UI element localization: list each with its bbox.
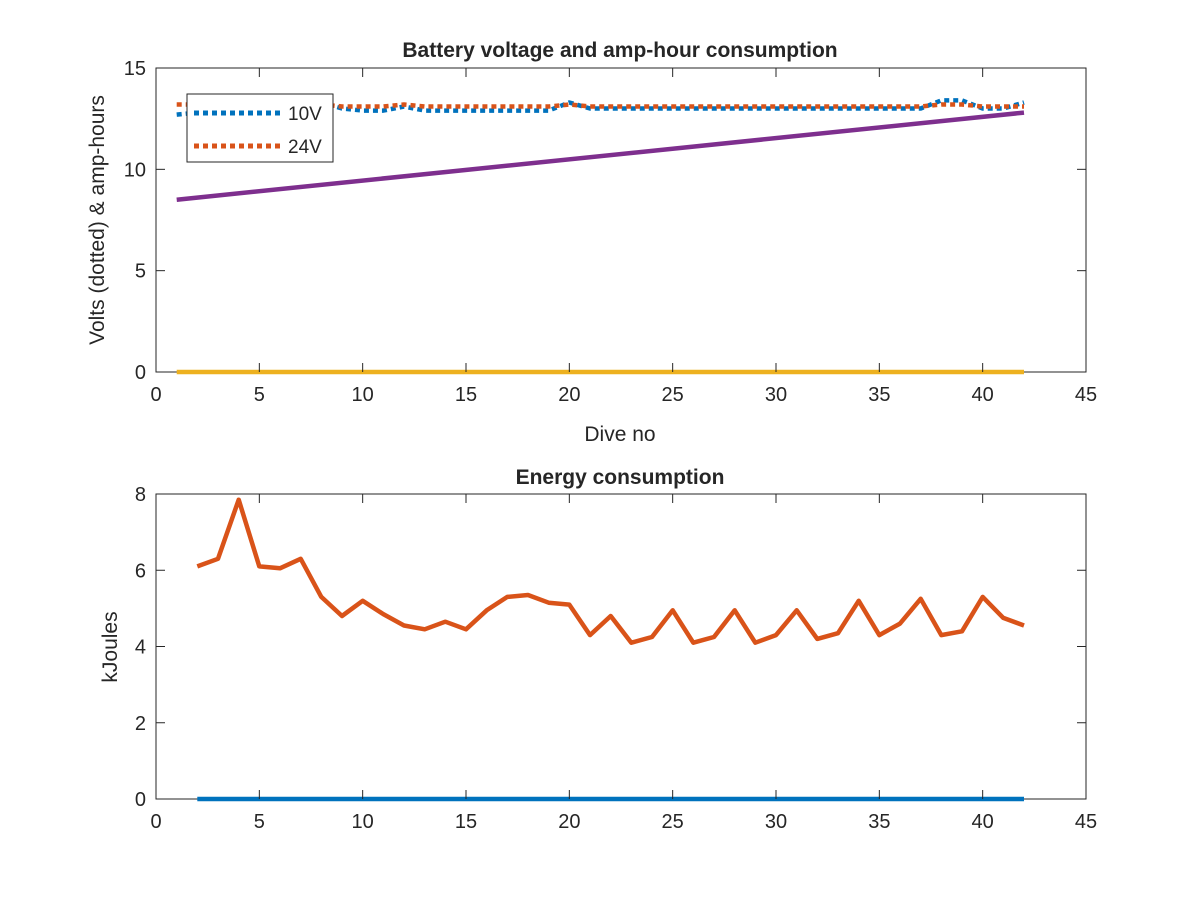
axis-ticks: 0 5 10 15 20 25 30 35 40 45 0 2 4 6 8 bbox=[135, 484, 1097, 833]
x-tick-label: 5 bbox=[254, 811, 265, 833]
chart-title: Battery voltage and amp-hour consumption bbox=[402, 39, 837, 62]
x-tick-label: 10 bbox=[352, 811, 374, 833]
x-tick-label: 35 bbox=[868, 811, 890, 833]
y-tick-label: 2 bbox=[135, 713, 146, 735]
axis-ticks: 0 5 10 15 20 25 30 35 40 45 0 5 10 15 bbox=[124, 58, 1097, 406]
voltage-chart: Battery voltage and amp-hour consumption… bbox=[86, 39, 1097, 446]
x-tick-label: 40 bbox=[972, 384, 994, 406]
y-tick-label: 8 bbox=[135, 484, 146, 506]
legend-box bbox=[186, 93, 334, 163]
x-tick-label: 25 bbox=[662, 384, 684, 406]
y-tick-label: 5 bbox=[135, 261, 146, 283]
x-tick-label: 20 bbox=[558, 811, 580, 833]
y-tick-label: 4 bbox=[135, 637, 146, 659]
chart-title: Energy consumption bbox=[516, 466, 725, 489]
plot-area bbox=[155, 493, 1087, 800]
legend-label-10v: 10V bbox=[288, 104, 322, 125]
x-tick-label: 20 bbox=[558, 384, 580, 406]
x-tick-label: 10 bbox=[352, 384, 374, 406]
y-tick-label: 6 bbox=[135, 560, 146, 582]
energy-chart: Energy consumption 0 5 10 15 20 25 30 35 40 45 0 2 4… bbox=[99, 466, 1097, 833]
y-tick-label: 0 bbox=[135, 789, 146, 811]
x-tick-label: 5 bbox=[254, 384, 265, 406]
y-tick-label: 15 bbox=[124, 58, 146, 80]
x-tick-label: 30 bbox=[765, 384, 787, 406]
y-tick-label: 10 bbox=[124, 159, 146, 181]
x-axis-label: Dive no bbox=[584, 423, 655, 446]
series-line-1 bbox=[176, 102, 1024, 109]
x-tick-label: 40 bbox=[972, 811, 994, 833]
y-axis-label: Volts (dotted) & amp-hours bbox=[86, 95, 109, 345]
y-tick-label: 0 bbox=[135, 362, 146, 384]
x-tick-label: 30 bbox=[765, 811, 787, 833]
series-group bbox=[196, 497, 1025, 802]
series-group bbox=[176, 98, 1025, 375]
x-tick-label: 35 bbox=[868, 384, 890, 406]
y-axis-label: kJoules bbox=[99, 611, 122, 682]
legend: 10V 24V bbox=[186, 93, 334, 163]
x-tick-label: 15 bbox=[455, 384, 477, 406]
x-tick-label: 0 bbox=[150, 384, 161, 406]
series-line-2 bbox=[176, 110, 1025, 202]
x-tick-label: 25 bbox=[662, 811, 684, 833]
x-tick-label: 15 bbox=[455, 811, 477, 833]
x-tick-label: 45 bbox=[1075, 811, 1097, 833]
series-line-0 bbox=[196, 497, 1025, 645]
legend-label-24v: 24V bbox=[288, 137, 322, 158]
x-tick-label: 0 bbox=[150, 811, 161, 833]
x-tick-label: 45 bbox=[1075, 384, 1097, 406]
